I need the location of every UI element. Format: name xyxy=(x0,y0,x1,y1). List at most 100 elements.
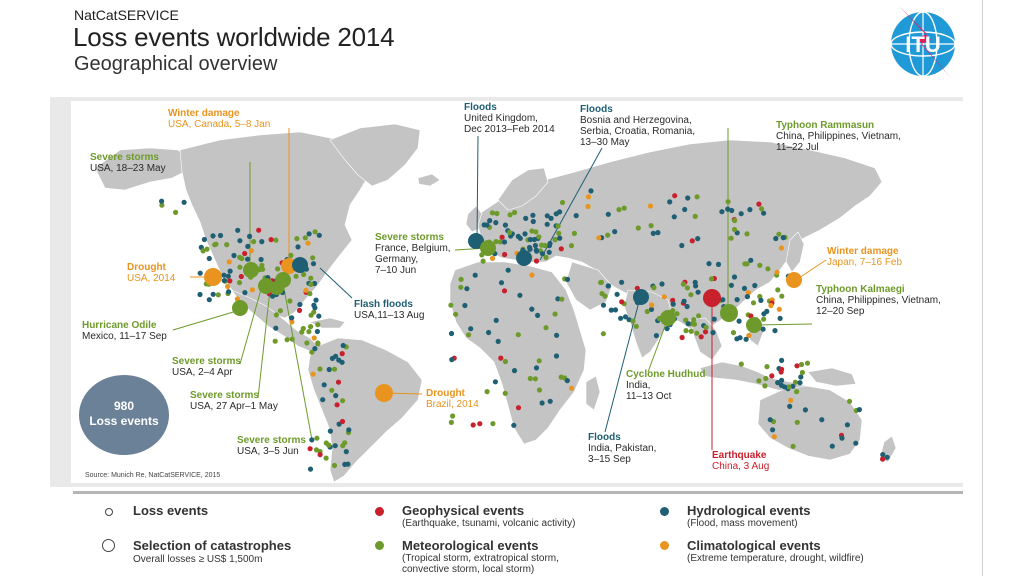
loss-event-dot xyxy=(719,209,725,215)
loss-event-dot xyxy=(748,257,754,263)
label-winter-damage-japan: Winter damage Japan, 7–16 Feb xyxy=(827,246,903,268)
loss-event-dot xyxy=(564,378,570,384)
marker-severe-storms-usa-apr xyxy=(258,278,274,294)
loss-event-dot xyxy=(313,297,319,303)
loss-event-dot xyxy=(331,462,338,469)
loss-event-dot xyxy=(775,287,781,293)
loss-event-dot xyxy=(450,413,456,419)
loss-event-dot xyxy=(544,213,550,219)
source-note: Source: Munich Re, NatCatSERVICE, 2015 xyxy=(85,472,221,479)
loss-event-dot xyxy=(326,442,332,448)
loss-event-dot xyxy=(600,302,607,308)
loss-event-dot xyxy=(698,334,704,340)
right-divider xyxy=(982,0,983,576)
loss-event-dot xyxy=(536,387,543,393)
loss-event-dot xyxy=(674,311,680,317)
loss-event-dot xyxy=(715,261,722,267)
loss-event-dot xyxy=(596,235,602,241)
label-cyclone-hudhud: Cyclone Hudhud India, 11–13 Oct xyxy=(626,369,706,402)
legend-geophysical-dot xyxy=(375,507,384,516)
loss-event-dot xyxy=(546,249,552,255)
loss-event-dot xyxy=(515,233,521,239)
loss-event-dot xyxy=(770,427,776,433)
loss-event-dot xyxy=(605,211,611,217)
loss-event-dot xyxy=(695,289,701,295)
loss-event-dot xyxy=(201,236,207,243)
page-title: Loss events worldwide 2014 xyxy=(73,22,395,52)
loss-event-dot xyxy=(227,268,233,274)
loss-event-dot xyxy=(802,407,809,413)
loss-event-dot xyxy=(612,307,619,313)
loss-event-dot xyxy=(287,298,293,304)
loss-event-dot xyxy=(215,292,221,298)
legend-climatological-sub: (Extreme temperature, drought, wildfire) xyxy=(687,553,864,564)
loss-event-dot xyxy=(530,218,536,225)
loss-event-dot xyxy=(256,227,262,233)
loss-event-dot xyxy=(691,317,697,323)
loss-event-dot xyxy=(507,212,513,218)
loss-event-dot xyxy=(585,194,592,200)
loss-event-dot xyxy=(688,328,694,334)
loss-event-dot xyxy=(600,331,607,337)
loss-event-dot xyxy=(448,419,454,425)
loss-event-dot xyxy=(539,251,546,257)
loss-event-dot xyxy=(829,443,835,449)
marker-severe-storms-usa-may xyxy=(243,262,259,278)
loss-event-dot xyxy=(568,243,575,249)
land-new-guinea xyxy=(807,367,857,387)
loss-event-dot xyxy=(226,259,232,265)
loss-event-dot xyxy=(779,377,785,383)
loss-event-dot xyxy=(468,326,474,332)
loss-event-dot xyxy=(511,422,517,428)
land-arabia xyxy=(565,261,613,311)
loss-event-dot xyxy=(767,417,773,423)
loss-event-dot xyxy=(307,446,313,452)
loss-events-count-badge: 980 Loss events xyxy=(79,375,169,455)
loss-event-dot xyxy=(515,332,521,338)
loss-event-dot xyxy=(534,248,540,254)
loss-event-dot xyxy=(501,239,508,245)
loss-event-dot xyxy=(743,336,749,342)
loss-event-dot xyxy=(502,390,508,396)
loss-event-dot xyxy=(225,273,231,279)
loss-event-dot xyxy=(309,437,315,443)
loss-event-dot xyxy=(776,306,782,312)
loss-event-dot xyxy=(605,232,611,238)
loss-event-dot xyxy=(555,296,561,302)
loss-event-dot xyxy=(599,291,605,297)
loss-event-dot xyxy=(489,255,496,261)
loss-event-dot xyxy=(532,376,539,382)
loss-event-dot xyxy=(782,384,788,390)
loss-event-dot xyxy=(759,206,765,212)
loss-event-dot xyxy=(245,256,251,262)
loss-event-dot xyxy=(505,267,511,273)
loss-event-dot xyxy=(764,308,770,314)
loss-event-dot xyxy=(778,245,785,251)
loss-event-dot xyxy=(768,302,774,309)
loss-event-dot xyxy=(588,188,594,194)
land-masses xyxy=(94,123,897,483)
legend-loss-events: Loss events xyxy=(133,503,209,518)
loss-event-dot xyxy=(221,272,227,278)
loss-event-dot xyxy=(746,332,752,339)
loss-event-dot xyxy=(532,242,539,249)
loss-event-dot xyxy=(339,359,345,365)
loss-event-dot xyxy=(237,238,243,244)
loss-event-dot xyxy=(750,300,757,306)
loss-event-dot xyxy=(787,403,793,409)
loss-event-dot xyxy=(332,443,338,449)
label-severe-storms-europe: Severe storms France, Belgium, Germany, 7–1… xyxy=(375,232,451,276)
loss-event-dot xyxy=(725,206,731,212)
land-scandinavia xyxy=(497,167,549,211)
loss-event-dot xyxy=(618,315,624,321)
loss-event-dot xyxy=(204,246,210,252)
loss-event-dot xyxy=(598,279,605,285)
loss-event-dot xyxy=(284,337,290,343)
loss-event-dot xyxy=(703,324,709,330)
loss-event-dot xyxy=(320,397,326,403)
loss-event-dot xyxy=(543,325,549,331)
loss-event-dot xyxy=(493,220,499,226)
label-flash-floods-usa: Flash floods USA,11–13 Aug xyxy=(354,299,425,321)
marker-typhoon-kalmaegi xyxy=(746,317,762,333)
loss-event-dot xyxy=(296,307,303,313)
